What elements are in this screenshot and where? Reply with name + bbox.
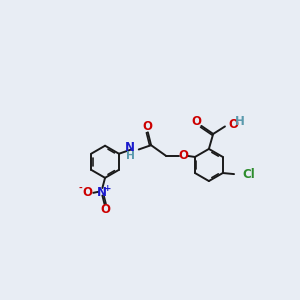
Text: O: O [82,186,92,199]
Text: N: N [124,141,134,154]
Text: -: - [79,184,82,193]
Text: O: O [192,115,202,128]
Text: H: H [126,151,134,161]
Text: +: + [104,184,112,193]
Text: O: O [143,120,153,133]
Text: N: N [98,186,107,199]
Text: O: O [178,149,188,162]
Text: O: O [229,118,239,131]
Text: O: O [100,203,110,216]
Text: Cl: Cl [242,168,255,181]
Text: H: H [235,115,245,128]
